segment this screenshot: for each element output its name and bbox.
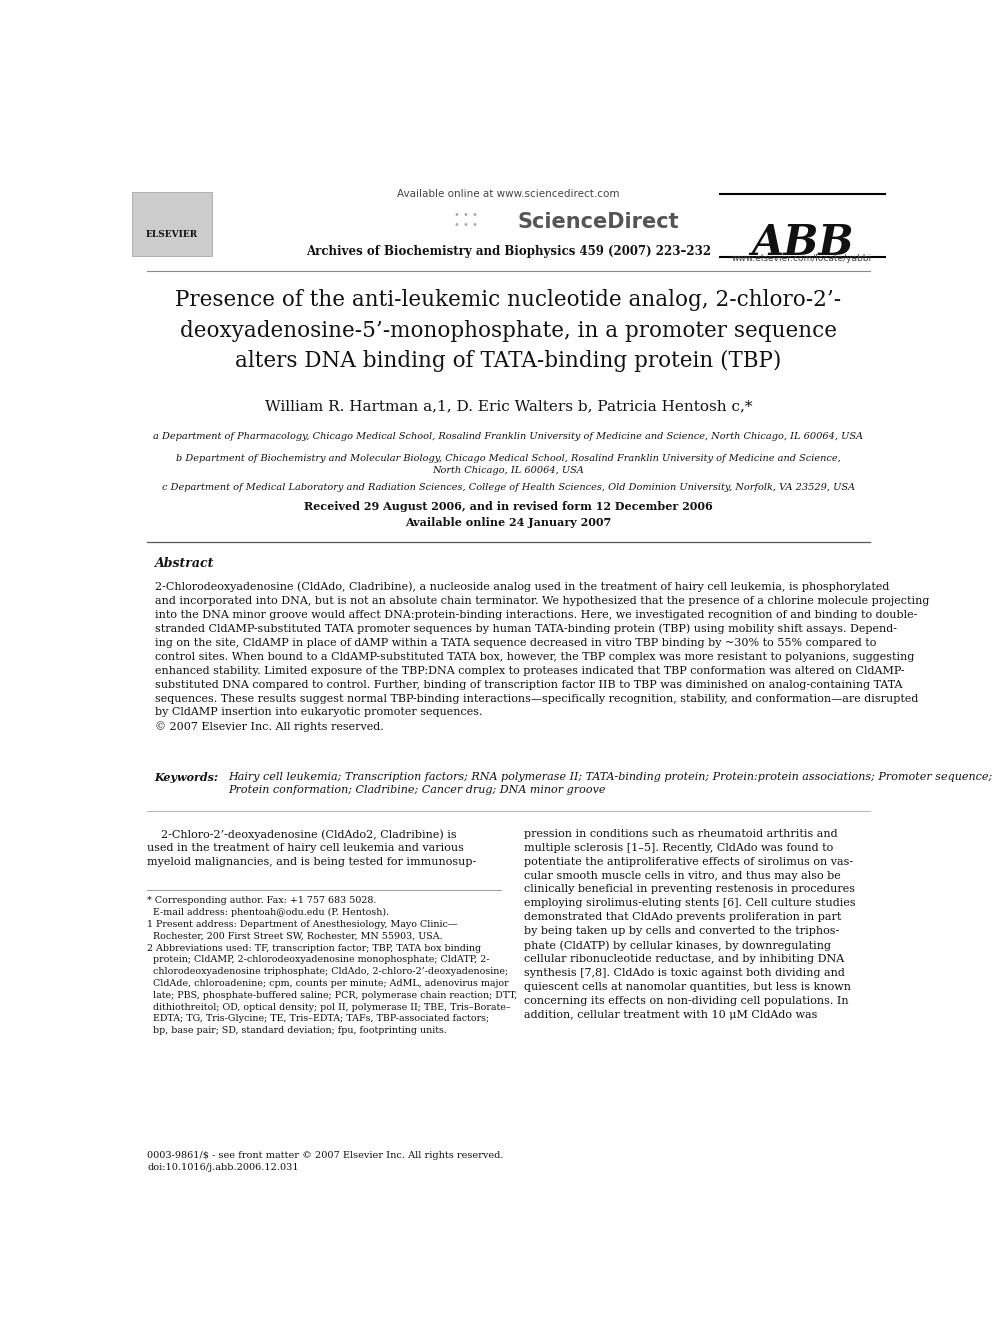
Text: b Department of Biochemistry and Molecular Biology, Chicago Medical School, Rosa: b Department of Biochemistry and Molecul… <box>176 454 841 475</box>
Text: • • •
• • •: • • • • • • <box>454 209 478 230</box>
Text: Abstract: Abstract <box>155 557 214 570</box>
Text: ABB: ABB <box>751 222 853 263</box>
FancyBboxPatch shape <box>132 192 212 255</box>
Text: Presence of the anti-leukemic nucleotide analog, 2-chloro-2’-
deoxyadenosine-5’-: Presence of the anti-leukemic nucleotide… <box>176 290 841 372</box>
Text: 2-Chloro-2’-deoxyadenosine (CldAdo2, Cladribine) is
used in the treatment of hai: 2-Chloro-2’-deoxyadenosine (CldAdo2, Cla… <box>147 830 476 868</box>
Text: www.elsevier.com/locate/yabbi: www.elsevier.com/locate/yabbi <box>732 254 872 262</box>
Text: ELSEVIER: ELSEVIER <box>146 230 197 239</box>
Text: Archives of Biochemistry and Biophysics 459 (2007) 223–232: Archives of Biochemistry and Biophysics … <box>306 245 711 258</box>
Text: 0003-9861/$ - see front matter © 2007 Elsevier Inc. All rights reserved.
doi:10.: 0003-9861/$ - see front matter © 2007 El… <box>147 1151 504 1172</box>
Text: ScienceDirect: ScienceDirect <box>518 212 680 232</box>
Text: Received 29 August 2006, and in revised form 12 December 2006
Available online 2: Received 29 August 2006, and in revised … <box>304 501 713 528</box>
Text: William R. Hartman a,1, D. Eric Walters b, Patricia Hentosh c,*: William R. Hartman a,1, D. Eric Walters … <box>265 400 752 413</box>
Text: * Corresponding author. Fax: +1 757 683 5028.
  E-mail address: phentoah@odu.edu: * Corresponding author. Fax: +1 757 683 … <box>147 896 517 1036</box>
Text: Hairy cell leukemia; Transcription factors; RNA polymerase II; TATA-binding prot: Hairy cell leukemia; Transcription facto… <box>228 773 992 795</box>
Text: 2-Chlorodeoxyadenosine (CldAdo, Cladribine), a nucleoside analog used in the tre: 2-Chlorodeoxyadenosine (CldAdo, Cladribi… <box>155 582 930 733</box>
Text: c Department of Medical Laboratory and Radiation Sciences, College of Health Sci: c Department of Medical Laboratory and R… <box>162 483 855 492</box>
Text: Keywords:: Keywords: <box>155 773 219 783</box>
Text: pression in conditions such as rheumatoid arthritis and
multiple sclerosis [1–5]: pression in conditions such as rheumatoi… <box>524 830 855 1020</box>
Text: Available online at www.sciencedirect.com: Available online at www.sciencedirect.co… <box>397 189 620 200</box>
Text: a Department of Pharmacology, Chicago Medical School, Rosalind Franklin Universi: a Department of Pharmacology, Chicago Me… <box>154 431 863 441</box>
